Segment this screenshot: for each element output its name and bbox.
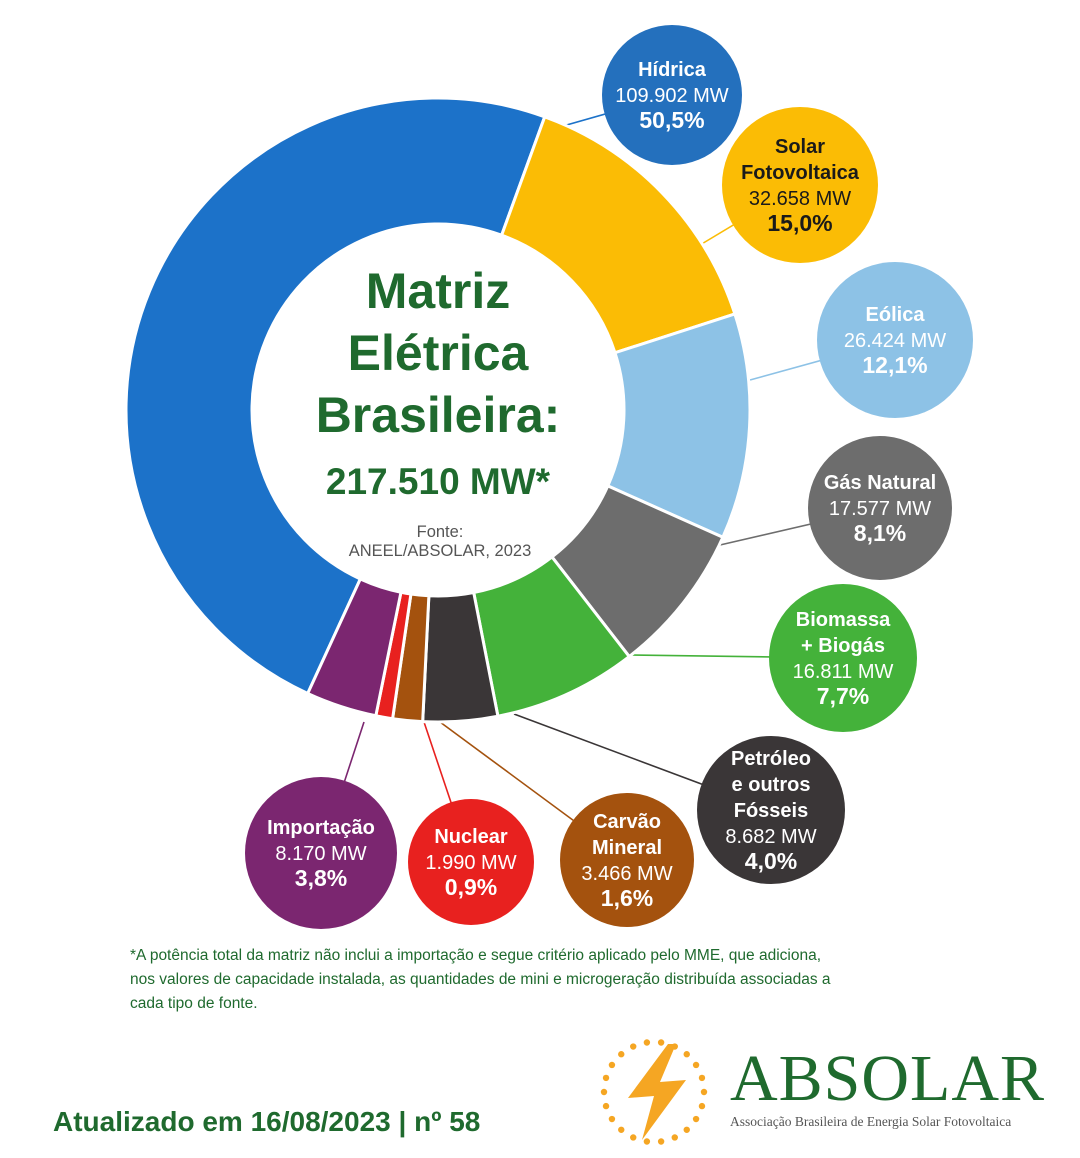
slice-percent: 15,0% bbox=[767, 210, 832, 236]
bubble-circle bbox=[697, 736, 845, 884]
donut-chart bbox=[124, 96, 752, 724]
slice-value: 17.577 MW bbox=[829, 498, 931, 520]
donut-slice bbox=[499, 114, 737, 355]
sun-dot bbox=[608, 1061, 616, 1069]
sun-dot bbox=[657, 1138, 665, 1145]
bubble-circle bbox=[769, 584, 917, 732]
sun-dot bbox=[608, 1115, 616, 1123]
sun-dot bbox=[618, 1051, 625, 1058]
donut-slice bbox=[305, 577, 403, 718]
slice-name: Fotovoltaica bbox=[741, 162, 860, 184]
slice-value: 3.466 MW bbox=[581, 863, 672, 885]
slice-name: Carvão bbox=[593, 811, 661, 833]
sun-dot bbox=[643, 1039, 651, 1046]
slice-label-bubble: Biomassa + Biogás 16.811 MW7,7% bbox=[769, 584, 917, 732]
slice-name: Nuclear bbox=[434, 826, 508, 848]
slice-name: Mineral bbox=[592, 837, 662, 859]
slice-percent: 0,9% bbox=[445, 874, 497, 900]
slice-name: Solar bbox=[775, 136, 825, 158]
slice-percent: 4,0% bbox=[745, 848, 797, 874]
slice-value: 32.658 MW bbox=[749, 188, 851, 210]
slice-percent: 50,5% bbox=[639, 107, 704, 133]
sun-dot bbox=[602, 1102, 610, 1110]
donut-slice bbox=[124, 96, 547, 696]
slice-percent: 1,6% bbox=[601, 885, 653, 911]
sun-dot bbox=[618, 1126, 625, 1133]
slice-percent: 7,7% bbox=[817, 683, 869, 709]
slice-label-bubble: Carvão Mineral 3.466 MW1,6% bbox=[560, 793, 694, 927]
sun-dot bbox=[630, 1134, 637, 1141]
sun-dot bbox=[692, 1115, 700, 1123]
bubble-circle bbox=[245, 777, 397, 929]
sun-dot bbox=[692, 1061, 700, 1069]
logo-subtitle: Associação Brasileira de Energia Solar F… bbox=[730, 1114, 1012, 1129]
sun-dot bbox=[700, 1088, 708, 1096]
sun-dot bbox=[671, 1134, 678, 1141]
slice-value: 109.902 MW bbox=[615, 85, 729, 107]
sun-dot bbox=[630, 1043, 637, 1050]
chart-title-line: Brasileira: bbox=[316, 387, 561, 443]
bubble-circle bbox=[808, 436, 952, 580]
slice-name: + Biogás bbox=[801, 635, 885, 657]
footnote: *A potência total da matriz não inclui a… bbox=[130, 944, 930, 1016]
footnote-line: cada tipo de fonte. bbox=[130, 995, 258, 1012]
slice-label-bubble: Importação 8.170 MW3,8% bbox=[245, 777, 397, 929]
bubble-circle bbox=[722, 107, 878, 263]
absolar-logo: ABSOLAR Associação Brasileira de Energia… bbox=[598, 1036, 1058, 1148]
slice-name: Eólica bbox=[866, 304, 926, 326]
slice-percent: 8,1% bbox=[854, 520, 906, 546]
updated-date: Atualizado em 16/08/2023 | nº 58 bbox=[53, 1106, 481, 1137]
slice-name: Gás Natural bbox=[824, 472, 936, 494]
slice-value: 8.170 MW bbox=[275, 843, 366, 865]
bubble-circle bbox=[560, 793, 694, 927]
chart-title-line: Elétrica bbox=[348, 325, 530, 381]
slice-value: 26.424 MW bbox=[844, 330, 946, 352]
slice-name: Fósseis bbox=[734, 800, 808, 822]
chart-source-value: ANEEL/ABSOLAR, 2023 bbox=[349, 542, 532, 560]
slice-label-bubble: Petróleo e outros Fósseis 8.682 MW4,0% bbox=[697, 736, 845, 884]
slice-name: e outros bbox=[732, 774, 811, 796]
slice-value: 16.811 MW bbox=[793, 661, 894, 683]
slice-percent: 12,1% bbox=[862, 352, 927, 378]
sun-dot bbox=[683, 1051, 690, 1058]
sun-dot bbox=[698, 1074, 706, 1082]
footnote-line: nos valores de capacidade instalada, as … bbox=[130, 971, 831, 988]
bubble-circle bbox=[817, 262, 973, 418]
sun-dot bbox=[643, 1138, 651, 1145]
slice-value: 8.682 MW bbox=[725, 826, 816, 848]
chart-source-label: Fonte: bbox=[417, 523, 464, 541]
slice-name: Petróleo bbox=[731, 748, 811, 770]
sun-dot bbox=[600, 1088, 608, 1096]
footnote-line: *A potência total da matriz não inclui a… bbox=[130, 947, 822, 964]
slice-name: Importação bbox=[267, 817, 375, 839]
sun-dot bbox=[602, 1074, 610, 1082]
bubble-circle bbox=[408, 799, 534, 925]
chart-total: 217.510 MW* bbox=[326, 461, 551, 502]
chart-center-text: Matriz Elétrica Brasileira: 217.510 MW* … bbox=[316, 263, 561, 560]
slice-name: Biomassa bbox=[796, 609, 891, 631]
slice-name: Hídrica bbox=[638, 59, 707, 81]
sun-dot bbox=[657, 1039, 665, 1046]
sun-dot bbox=[683, 1126, 690, 1133]
bubble-circle bbox=[602, 25, 742, 165]
slice-label-bubble: Gás Natural 17.577 MW8,1% bbox=[808, 436, 952, 580]
slice-value: 1.990 MW bbox=[425, 852, 516, 874]
sun-bolt-icon bbox=[600, 1039, 708, 1145]
slice-percent: 3,8% bbox=[295, 865, 347, 891]
logo-wordmark: ABSOLAR bbox=[730, 1042, 1046, 1115]
sun-dot bbox=[698, 1102, 706, 1110]
chart-title-line: Matriz bbox=[366, 263, 510, 319]
slice-label-bubble: Nuclear 1.990 MW0,9% bbox=[408, 799, 534, 925]
